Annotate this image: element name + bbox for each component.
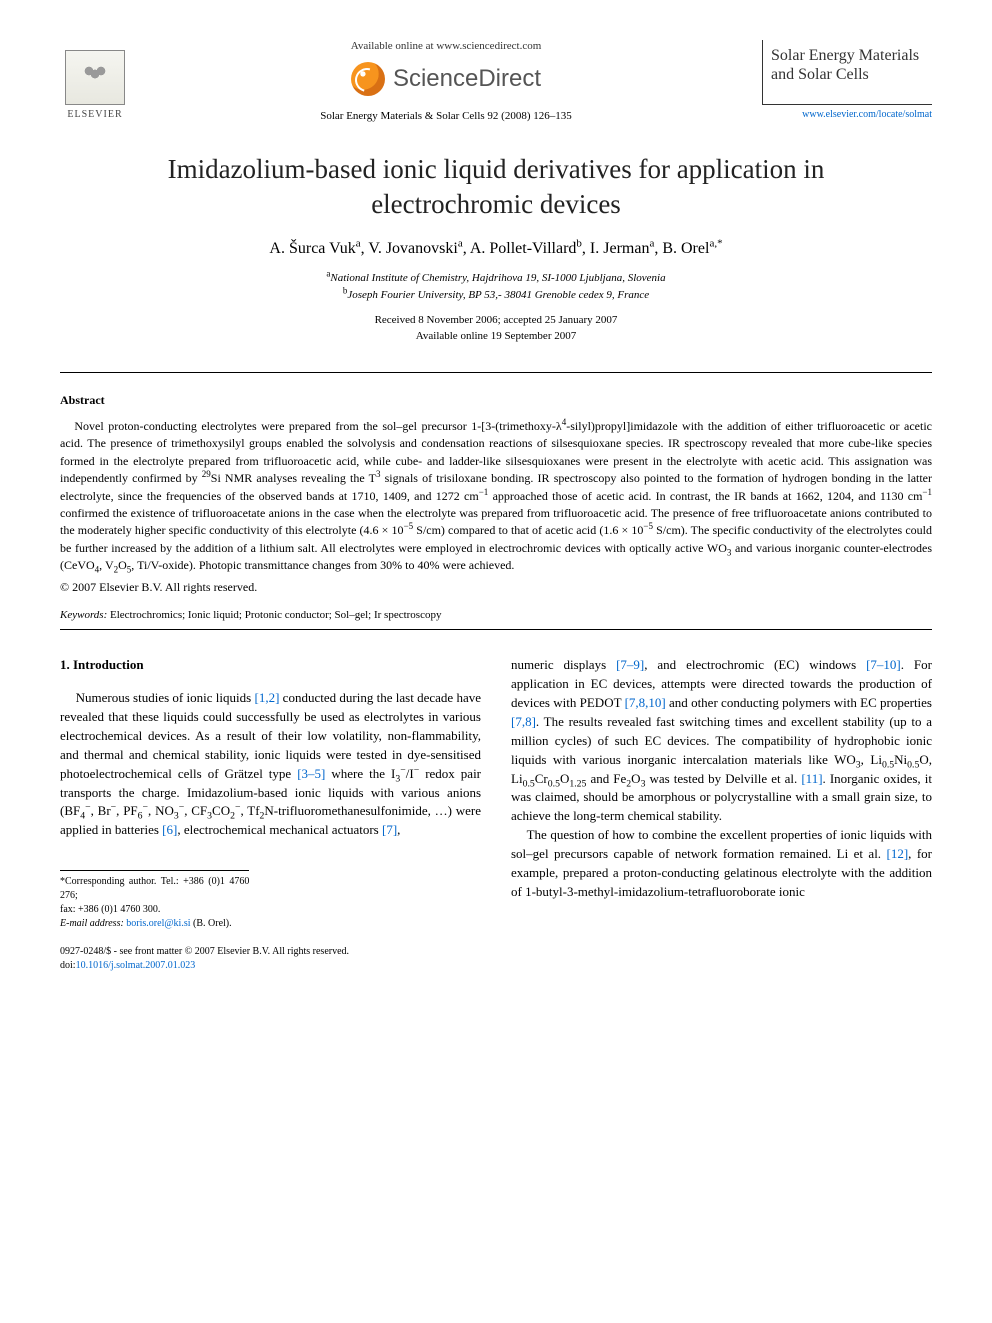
journal-homepage-link[interactable]: www.elsevier.com/locate/solmat: [762, 109, 932, 120]
journal-reference: Solar Energy Materials & Solar Cells 92 …: [150, 110, 742, 122]
elsevier-tree-icon: [65, 50, 125, 105]
affiliation-b-text: Joseph Fourier University, BP 53,- 38041…: [347, 289, 649, 301]
center-header: Available online at www.sciencedirect.co…: [130, 40, 762, 122]
divider-top: [60, 372, 932, 373]
email-author-name: (B. Orel).: [193, 918, 232, 929]
doi-label: doi:: [60, 960, 76, 971]
abstract-body: Novel proton-conducting electrolytes wer…: [60, 418, 932, 575]
copyright-line: © 2007 Elsevier B.V. All rights reserved…: [60, 580, 932, 595]
abstract-heading: Abstract: [60, 393, 932, 408]
footnotes: *Corresponding author. Tel.: +386 (0)1 4…: [60, 870, 249, 931]
fax-line: fax: +386 (0)1 4760 300.: [60, 903, 249, 917]
keywords-line: Keywords: Electrochromics; Ionic liquid;…: [60, 609, 932, 621]
corresponding-author: *Corresponding author. Tel.: +386 (0)1 4…: [60, 875, 249, 903]
footer-meta: 0927-0248/$ - see front matter © 2007 El…: [60, 945, 481, 973]
keywords-text: Electrochromics; Ionic liquid; Protonic …: [110, 609, 441, 621]
elsevier-logo: ELSEVIER: [60, 40, 130, 120]
divider-bottom: [60, 629, 932, 630]
sciencedirect-label: ScienceDirect: [393, 65, 541, 93]
body-columns: 1. Introduction Numerous studies of ioni…: [60, 656, 932, 973]
email-line: E-mail address: boris.orel@ki.si (B. Ore…: [60, 917, 249, 931]
sciencedirect-swoosh-icon: [351, 62, 385, 96]
doi-line: doi:10.1016/j.solmat.2007.01.023: [60, 959, 481, 973]
affiliation-a-text: National Institute of Chemistry, Hajdrih…: [330, 272, 665, 284]
left-column: 1. Introduction Numerous studies of ioni…: [60, 656, 481, 973]
doi-link[interactable]: 10.1016/j.solmat.2007.01.023: [76, 960, 196, 971]
sciencedirect-logo: ScienceDirect: [150, 62, 742, 96]
affiliation-a: aNational Institute of Chemistry, Hajdri…: [60, 270, 932, 287]
right-column: numeric displays [7–9], and electrochrom…: [511, 656, 932, 973]
available-online-text: Available online at www.sciencedirect.co…: [150, 40, 742, 52]
affiliations: aNational Institute of Chemistry, Hajdri…: [60, 270, 932, 303]
intro-para-right-2: The question of how to combine the excel…: [511, 826, 932, 901]
article-dates: Received 8 November 2006; accepted 25 Ja…: [60, 313, 932, 344]
intro-heading: 1. Introduction: [60, 656, 481, 675]
email-address[interactable]: boris.orel@ki.si: [126, 918, 190, 929]
journal-name: Solar Energy Materials and Solar Cells: [771, 46, 928, 84]
journal-title-box: Solar Energy Materials and Solar Cells: [762, 40, 932, 105]
email-label: E-mail address:: [60, 918, 124, 929]
page-header: ELSEVIER Available online at www.science…: [60, 40, 932, 122]
affiliation-b: bJoseph Fourier University, BP 53,- 3804…: [60, 287, 932, 304]
article-title: Imidazolium-based ionic liquid derivativ…: [100, 152, 892, 222]
elsevier-label: ELSEVIER: [67, 109, 122, 120]
front-matter-line: 0927-0248/$ - see front matter © 2007 El…: [60, 945, 481, 959]
intro-para-left: Numerous studies of ionic liquids [1,2] …: [60, 689, 481, 840]
author-list: A. Šurca Vuka, V. Jovanovskia, A. Pollet…: [60, 240, 932, 258]
keywords-label: Keywords:: [60, 609, 107, 621]
received-date: Received 8 November 2006; accepted 25 Ja…: [60, 313, 932, 328]
intro-para-right-1: numeric displays [7–9], and electrochrom…: [511, 656, 932, 826]
online-date: Available online 19 September 2007: [60, 329, 932, 344]
journal-box-wrap: Solar Energy Materials and Solar Cells w…: [762, 40, 932, 120]
